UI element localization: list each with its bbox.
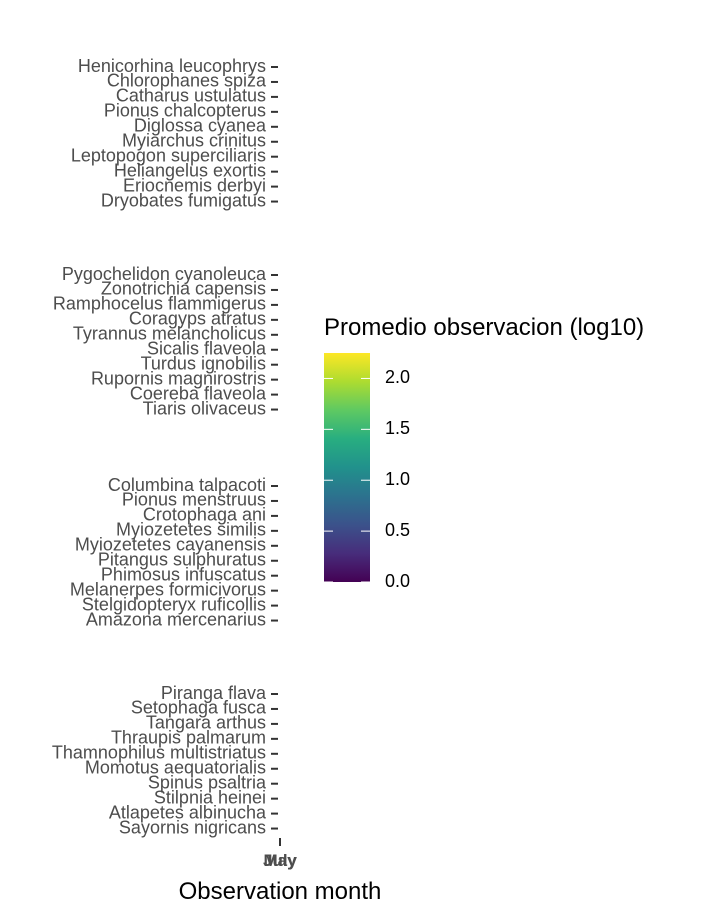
y-tick-label: Chlorophanes spiza <box>107 71 267 91</box>
y-tick-label: Thamnophilus multistriatus <box>52 743 266 763</box>
y-tick-label: Henicorhina leucophrys <box>78 56 266 76</box>
y-tick-label: Coereba flaveola <box>130 383 267 403</box>
y-tick-label: Zonotrichia capensis <box>101 279 266 299</box>
y-tick-label: Thraupis palmarum <box>111 728 266 748</box>
legend-tick-label: 2.0 <box>385 367 410 387</box>
y-tick-label: Pionus menstruus <box>122 490 266 510</box>
x-tick-label: May <box>263 851 297 870</box>
y-tick-label: Phimosus infuscatus <box>101 564 266 584</box>
legend-tick-label: 0.5 <box>385 520 410 540</box>
y-tick-label: Stelgidopteryx ruficollis <box>82 594 266 614</box>
y-tick-label: Tiaris olivaceus <box>143 398 266 418</box>
legend-tick-label: 1.5 <box>385 418 410 438</box>
legend-tick-label: 0.0 <box>385 571 410 591</box>
y-tick-label: Tangara arthus <box>146 713 266 733</box>
y-tick-label: Rupornis magnirostris <box>91 368 266 388</box>
y-tick-label: Dryobates fumigatus <box>101 190 266 210</box>
y-tick-label: Turdus ignobilis <box>141 353 266 373</box>
y-tick-label: Pygochelidon cyanoleuca <box>62 264 267 284</box>
y-tick-label: Tyrannus melancholicus <box>73 324 266 344</box>
y-tick-label: Pionus chalcopterus <box>104 101 266 121</box>
legend-tick-label: 1.0 <box>385 469 410 489</box>
y-tick-label: Myiozetetes similis <box>116 520 266 540</box>
y-tick-label: Piranga flava <box>161 683 267 703</box>
y-tick-label: Coragyps atratus <box>129 309 266 329</box>
x-axis-title: Observation month <box>179 878 382 905</box>
y-tick-label: Pitangus sulphuratus <box>98 550 266 570</box>
y-tick-label: Crotophaga ani <box>143 505 266 525</box>
y-tick-label: Columbina talpacoti <box>108 475 266 495</box>
y-tick-label: Leptopogon superciliaris <box>71 145 266 165</box>
y-tick-label: Amazona mercenarius <box>86 609 266 629</box>
y-tick-label: Heliangelus exortis <box>114 160 266 180</box>
y-tick-label: Ramphocelus flammigerus <box>53 294 266 314</box>
y-tick-label: Stilpnia heinei <box>154 787 266 807</box>
y-tick-label: Melanerpes formicivorus <box>70 579 266 599</box>
y-tick-label: Sicalis flaveola <box>147 339 267 359</box>
y-tick-label: Setophaga fusca <box>131 698 267 718</box>
y-tick-label: Momotus aequatorialis <box>85 758 266 778</box>
legend-colorbar <box>324 353 370 582</box>
y-tick-label: Spinus psaltria <box>148 772 267 792</box>
legend-title: Promedio observacion (log10) <box>324 314 644 341</box>
y-tick-label: Diglossa cyanea <box>134 116 267 136</box>
y-tick-label: Sayornis nigricans <box>119 817 266 837</box>
y-tick-label: Atlapetes albinucha <box>109 802 267 822</box>
y-tick-label: Eriocnemis derbyi <box>123 175 266 195</box>
y-tick-label: Myiarchus crinitus <box>122 131 266 151</box>
y-tick-label: Myiozetetes cayanensis <box>75 535 266 555</box>
legend: Promedio observacion (log10) 0.0 0.5 1.0 1.… <box>324 314 644 591</box>
x-tick-label: July <box>263 851 298 870</box>
y-tick-label: Catharus ustulatus <box>116 86 266 106</box>
